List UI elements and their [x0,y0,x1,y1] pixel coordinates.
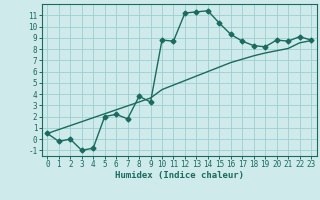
X-axis label: Humidex (Indice chaleur): Humidex (Indice chaleur) [115,171,244,180]
